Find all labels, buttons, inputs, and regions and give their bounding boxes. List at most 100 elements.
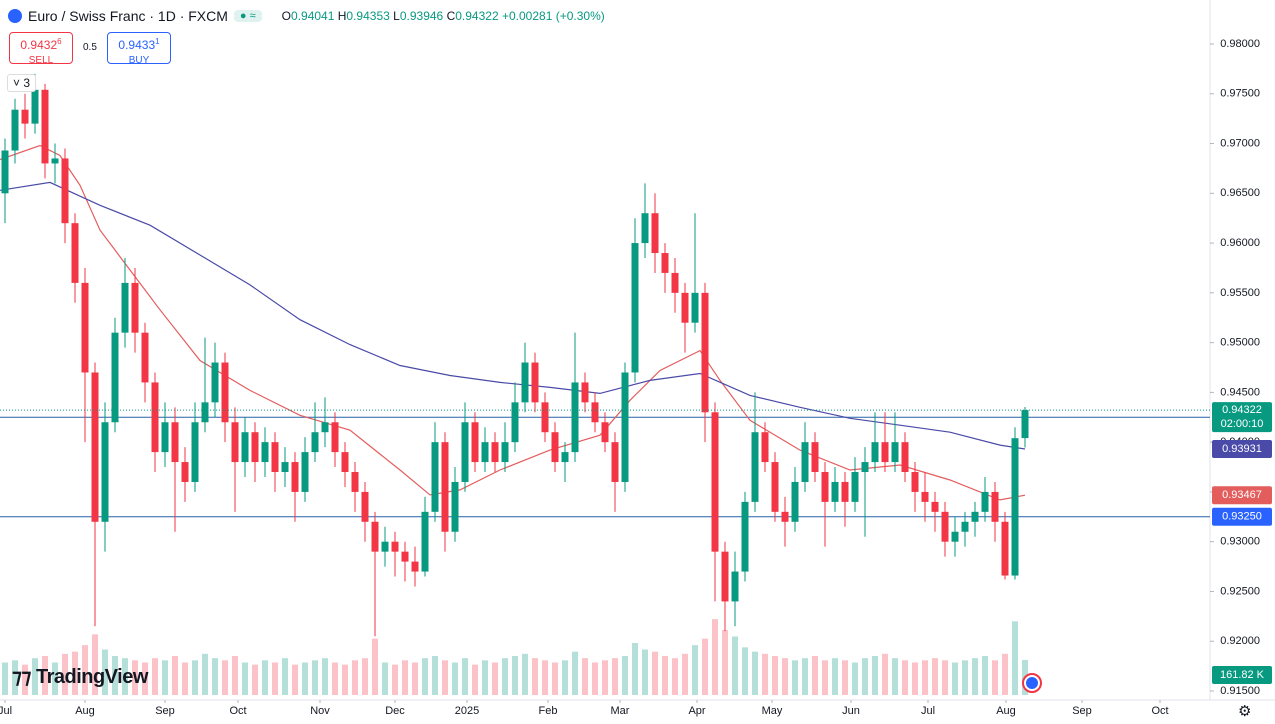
volume-bar bbox=[12, 660, 18, 695]
volume-bar bbox=[652, 651, 658, 695]
candle-body bbox=[61, 158, 69, 224]
volume-bar bbox=[82, 645, 88, 695]
candle-body bbox=[541, 402, 549, 433]
volume-bar bbox=[552, 662, 558, 695]
level-label-bg bbox=[1212, 507, 1272, 526]
volume-bar bbox=[932, 658, 938, 695]
volume-bar bbox=[392, 664, 398, 695]
settings-icon[interactable]: ⚙ bbox=[1238, 703, 1252, 720]
candle-body bbox=[911, 472, 919, 492]
x-tick-label: Aug bbox=[75, 705, 95, 717]
volume-bar bbox=[412, 662, 418, 695]
candle-body bbox=[941, 511, 949, 542]
candle-body bbox=[291, 462, 299, 492]
level-label: 0.93250 bbox=[1222, 511, 1262, 523]
volume-bar bbox=[782, 658, 788, 695]
volume-bar bbox=[452, 662, 458, 695]
candle-body bbox=[821, 472, 829, 502]
candle-body bbox=[951, 531, 959, 542]
volume-bar bbox=[902, 660, 908, 695]
header: Euro / Swiss Franc · 1D · FXCM ● ≈ O0.94… bbox=[8, 8, 605, 24]
buy-button[interactable]: 0.94331 BUY bbox=[107, 32, 171, 66]
candle-body bbox=[121, 282, 129, 333]
volume-bar bbox=[682, 653, 688, 695]
candle-body bbox=[851, 472, 859, 502]
indicators-toggle[interactable]: ˅ 3 bbox=[7, 74, 37, 92]
volume-bar bbox=[942, 660, 948, 695]
candle-body bbox=[961, 521, 969, 532]
volume-bar bbox=[152, 658, 158, 695]
volume-bar bbox=[192, 660, 198, 695]
y-tick-label: 0.92500 bbox=[1220, 585, 1260, 597]
candle-body bbox=[331, 422, 339, 453]
candle-body bbox=[731, 571, 739, 602]
volume-bar bbox=[222, 660, 228, 695]
volume-bar bbox=[582, 658, 588, 695]
change-pct: (+0.30%) bbox=[555, 9, 605, 23]
volume-bar bbox=[602, 660, 608, 695]
volume-bar bbox=[122, 658, 128, 695]
volume-bar bbox=[482, 660, 488, 695]
volume-bar bbox=[272, 662, 278, 695]
volume-bar bbox=[692, 645, 698, 695]
volume-bar bbox=[342, 664, 348, 695]
candle-body bbox=[111, 332, 119, 423]
x-tick-label: Apr bbox=[688, 705, 705, 717]
volume-bar bbox=[952, 662, 958, 695]
volume-bar bbox=[72, 651, 78, 695]
countdown: 02:00:10 bbox=[1221, 418, 1264, 430]
event-marker-inner bbox=[1026, 677, 1038, 689]
candle-body bbox=[51, 158, 59, 164]
volume-bar bbox=[822, 660, 828, 695]
l-value: 0.93946 bbox=[399, 9, 444, 23]
candle-body bbox=[631, 243, 639, 373]
y-tick-label: 0.97000 bbox=[1220, 137, 1260, 149]
sell-label: SELL bbox=[28, 55, 54, 66]
candle-body bbox=[811, 442, 819, 473]
buy-price: 0.9433 bbox=[118, 38, 156, 52]
volume-bar bbox=[162, 660, 168, 695]
c-label: C bbox=[446, 9, 456, 23]
candle-body bbox=[511, 402, 519, 443]
volume-bar bbox=[402, 660, 408, 695]
logo[interactable]: ⁊⁊ TradingView bbox=[12, 666, 148, 688]
candle-body bbox=[1011, 438, 1019, 576]
volume-bar bbox=[672, 658, 678, 695]
volume-bar bbox=[142, 662, 148, 695]
volume-bar bbox=[502, 658, 508, 695]
candle-body bbox=[351, 472, 359, 492]
candle-body bbox=[31, 89, 39, 124]
candle-body bbox=[401, 551, 409, 562]
candle-body bbox=[441, 442, 449, 532]
volume-bar bbox=[832, 658, 838, 695]
volume-bar bbox=[22, 664, 28, 695]
candle-body bbox=[621, 372, 629, 482]
candle-body bbox=[131, 282, 139, 333]
volume-bar bbox=[962, 660, 968, 695]
sell-button[interactable]: 0.94326 SELL bbox=[9, 32, 73, 66]
status: ● ≈ bbox=[233, 10, 262, 22]
volume-bar bbox=[852, 662, 858, 695]
o-label: O bbox=[281, 9, 292, 23]
volume-bar bbox=[722, 630, 728, 695]
h-value: 0.94353 bbox=[346, 9, 390, 23]
candle-body bbox=[891, 442, 899, 463]
o-value: 0.94041 bbox=[291, 9, 335, 23]
volume-bar bbox=[792, 660, 798, 695]
candle-body bbox=[721, 551, 729, 602]
symbol[interactable]: Euro / Swiss Franc · 1D · FXCM bbox=[28, 8, 228, 24]
volume-bar bbox=[382, 662, 388, 695]
x-tick-label: Aug bbox=[996, 705, 1016, 717]
volume-bar bbox=[52, 662, 58, 695]
candle-body bbox=[781, 511, 789, 522]
volume-bar bbox=[612, 658, 618, 695]
volume-bar bbox=[242, 662, 248, 695]
volume-bar bbox=[32, 658, 38, 695]
buy-label: BUY bbox=[128, 55, 150, 66]
volume-bar bbox=[972, 658, 978, 695]
y-tick-label: 0.91500 bbox=[1220, 685, 1260, 697]
candle-body bbox=[301, 452, 309, 492]
c-value: 0.94322 bbox=[455, 9, 499, 23]
candle-body bbox=[561, 452, 569, 463]
